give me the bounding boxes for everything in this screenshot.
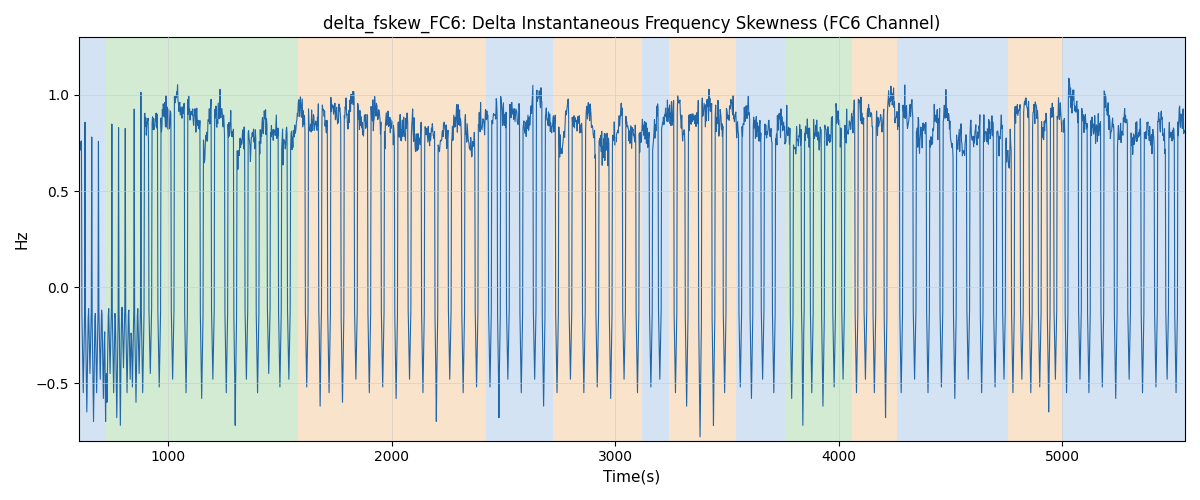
- Bar: [642, 38, 668, 440]
- Bar: [106, 38, 298, 440]
- Bar: [736, 38, 785, 440]
- Bar: [552, 38, 642, 440]
- Bar: [852, 38, 896, 440]
- Bar: [1008, 38, 1062, 440]
- Y-axis label: Hz: Hz: [14, 230, 30, 249]
- Bar: [896, 38, 1008, 440]
- X-axis label: Time(s): Time(s): [604, 470, 660, 485]
- Bar: [298, 38, 486, 440]
- Bar: [79, 38, 106, 440]
- Bar: [1062, 38, 1186, 440]
- Bar: [668, 38, 736, 440]
- Bar: [785, 38, 852, 440]
- Bar: [486, 38, 552, 440]
- Title: delta_fskew_FC6: Delta Instantaneous Frequency Skewness (FC6 Channel): delta_fskew_FC6: Delta Instantaneous Fre…: [323, 15, 941, 34]
